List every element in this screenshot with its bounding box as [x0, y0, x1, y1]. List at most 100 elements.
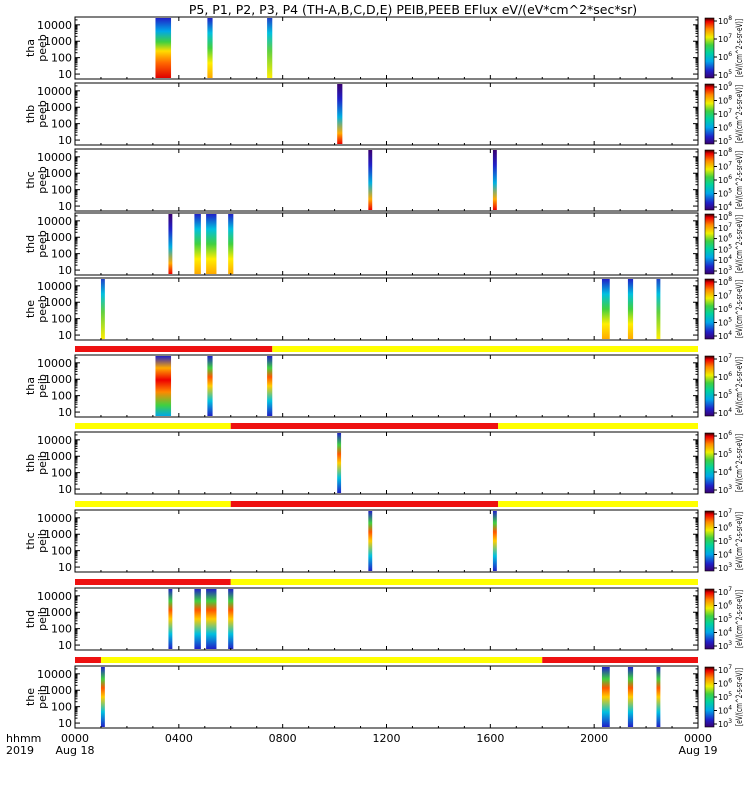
year-label: 2019	[6, 744, 34, 757]
colorbar	[704, 588, 715, 650]
spectrogram-burst	[168, 214, 173, 274]
y-tick-label: 10000	[37, 19, 72, 32]
time-axis-label: hhmm	[6, 732, 41, 745]
colorbar-tick-label: 108	[718, 211, 732, 222]
y-tick-label: 10	[58, 134, 72, 147]
x-tick-label: 0400	[165, 732, 193, 745]
panel-frame	[74, 509, 699, 573]
status-bar-segment	[75, 657, 101, 663]
panel-label-product: peeb	[36, 166, 49, 194]
panel-label-probe: the	[24, 300, 37, 318]
y-tick-label: 10000	[37, 512, 72, 525]
colorbar	[704, 213, 715, 275]
colorbar-tick-label: 104	[718, 549, 732, 560]
x-tick-label: 2000	[580, 732, 608, 745]
panel-label-probe: thd	[24, 235, 37, 253]
panel-label-product: peib	[36, 607, 49, 631]
colorbar-unit-label: [eV/(cm^2-s-sr-eV)]	[735, 668, 745, 726]
panel-label-probe: thc	[24, 171, 37, 188]
colorbar-tick-label: 106	[718, 174, 732, 185]
status-bar-segment	[75, 501, 231, 507]
x-tick-label: 0000	[684, 732, 712, 745]
spectrogram-burst	[168, 589, 173, 649]
spectrogram-burst	[601, 667, 610, 727]
colorbar-tick-label: 104	[718, 466, 732, 477]
y-tick-label: 10000	[37, 151, 72, 164]
status-bar-segment	[272, 346, 698, 352]
y-tick-label: 1000	[44, 231, 72, 244]
status-bar-segment	[498, 501, 698, 507]
spectrogram-burst	[155, 356, 172, 416]
colorbar	[704, 83, 715, 145]
colorbar-tick-label: 104	[718, 407, 732, 418]
spectrogram-burst	[100, 279, 105, 339]
panel-label-product: peib	[36, 685, 49, 709]
y-tick-label: 10	[58, 717, 72, 730]
status-bar-segment	[542, 657, 698, 663]
spectrogram-burst	[267, 356, 273, 416]
colorbar-tick-label: 108	[718, 276, 732, 287]
status-bar-segment	[75, 423, 231, 429]
colorbar-tick-label: 104	[718, 627, 732, 638]
status-bar-segment	[100, 657, 543, 663]
y-tick-label: 10000	[37, 590, 72, 603]
colorbar-tick-label: 107	[718, 586, 732, 597]
y-tick-label: 10	[58, 561, 72, 574]
colorbar-tick-label: 108	[718, 15, 732, 26]
colorbar-unit-label: [eV/(cm^2-s-sr-eV)]	[735, 590, 745, 648]
spectrogram-burst	[228, 589, 234, 649]
spectrogram-burst	[368, 150, 373, 210]
x-date-label: Aug 18	[56, 744, 95, 757]
colorbar-tick-label: 104	[718, 201, 732, 212]
colorbar-tick-label: 103	[718, 640, 732, 651]
panel-frame	[74, 431, 699, 495]
spectrogram-burst	[337, 84, 343, 144]
spectrogram-burst	[627, 279, 634, 339]
colorbar-tick-label: 106	[718, 371, 732, 382]
colorbar-tick-label: 106	[718, 522, 732, 533]
colorbar-unit-label: [eV/(cm^2-s-sr-eV)]	[735, 357, 745, 415]
y-tick-label: 10	[58, 406, 72, 419]
colorbar-tick-label: 103	[718, 484, 732, 495]
colorbar-unit-label: [eV/(cm^2-s-sr-eV)]	[735, 434, 745, 492]
panel-label-probe: thd	[24, 610, 37, 628]
y-tick-label: 10	[58, 264, 72, 277]
status-bar-segment	[75, 346, 273, 352]
spectrogram-burst	[228, 214, 234, 274]
y-tick-label: 1000	[44, 373, 72, 386]
colorbar	[704, 149, 715, 211]
colorbar-tick-label: 107	[718, 664, 732, 675]
colorbar-tick-label: 104	[718, 705, 732, 716]
colorbar-tick-label: 107	[718, 108, 732, 119]
colorbar	[704, 278, 715, 340]
panel-frame	[74, 82, 699, 146]
spectrogram-burst	[656, 667, 661, 727]
colorbar-tick-label: 105	[718, 535, 732, 546]
colorbar	[704, 17, 715, 79]
y-tick-label: 100	[51, 467, 72, 480]
panel-label-product: peib	[36, 529, 49, 553]
x-tick-label: 1200	[373, 732, 401, 745]
y-tick-label: 10000	[37, 434, 72, 447]
spectrogram-burst	[206, 589, 217, 649]
colorbar-tick-label: 106	[718, 51, 732, 62]
panel-label-product: peeb	[36, 295, 49, 323]
y-tick-label: 1000	[44, 101, 72, 114]
y-tick-label: 1000	[44, 450, 72, 463]
panel-label-product: peib	[36, 451, 49, 475]
y-tick-label: 1000	[44, 684, 72, 697]
status-bar-segment	[498, 423, 698, 429]
colorbar	[704, 510, 715, 572]
colorbar-tick-label: 105	[718, 317, 732, 328]
y-tick-label: 100	[51, 623, 72, 636]
colorbar-tick-label: 103	[718, 562, 732, 573]
y-tick-label: 10000	[37, 85, 72, 98]
y-tick-label: 10000	[37, 215, 72, 228]
colorbar-tick-label: 105	[718, 69, 732, 80]
colorbar-tick-label: 106	[718, 430, 732, 441]
colorbar-tick-label: 107	[718, 161, 732, 172]
colorbar-tick-label: 105	[718, 389, 732, 400]
colorbar-tick-label: 107	[718, 353, 732, 364]
panel-label-probe: thb	[24, 454, 37, 472]
